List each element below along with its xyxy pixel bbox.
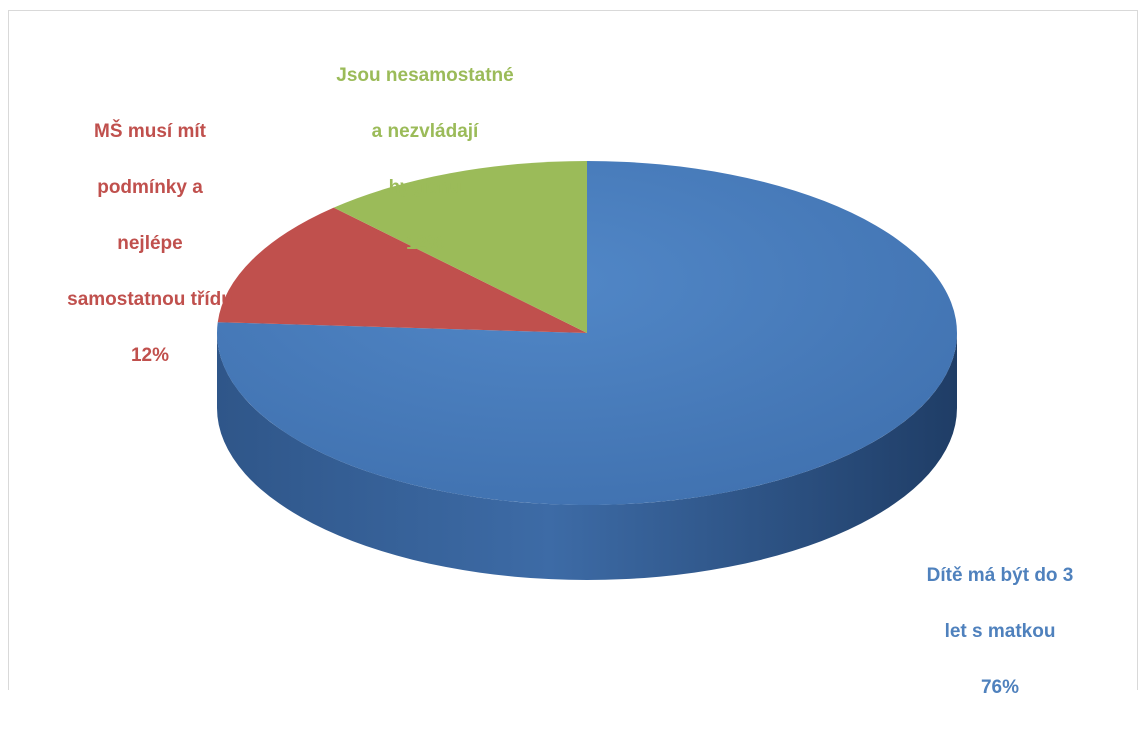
- pie-side-wall: [217, 333, 957, 580]
- slice-label-1-text-2: podmínky a: [97, 177, 203, 198]
- pie-slice-2: [333, 161, 587, 333]
- slice-label-0: Dítě má být do 3 let s matkou 76%: [927, 534, 1074, 730]
- slice-label-1-text-3: nejlépe: [117, 233, 183, 254]
- pie-chart: [216, 161, 958, 580]
- slice-label-2-value: 12%: [405, 233, 445, 254]
- slice-label-0-text: Dítě má být do 3: [926, 565, 1074, 586]
- slice-label-2-text-3: hygienu: [388, 177, 462, 198]
- pie-top-face: [216, 161, 958, 505]
- slice-label-1-text-4: samostatnou třídu: [67, 289, 233, 310]
- slice-label-1: MŠ musí mít podmínky a nejlépe samostatn…: [67, 90, 233, 398]
- slice-label-0-text-2: let s matkou: [944, 621, 1056, 642]
- chart-frame: [8, 10, 1138, 690]
- slice-label-0-value: 76%: [980, 677, 1020, 698]
- slice-label-2-text: Jsou nesamostatné: [336, 65, 514, 86]
- pie-side-wall-face: [217, 333, 957, 580]
- slice-label-2: Jsou nesamostatné a nezvládají hygienu 1…: [336, 34, 513, 286]
- slice-label-2-text-2: a nezvládají: [371, 121, 479, 142]
- slice-label-1-text: MŠ musí mít: [94, 121, 206, 142]
- slice-label-1-value: 12%: [130, 345, 170, 366]
- pie-slice-1: [217, 207, 588, 333]
